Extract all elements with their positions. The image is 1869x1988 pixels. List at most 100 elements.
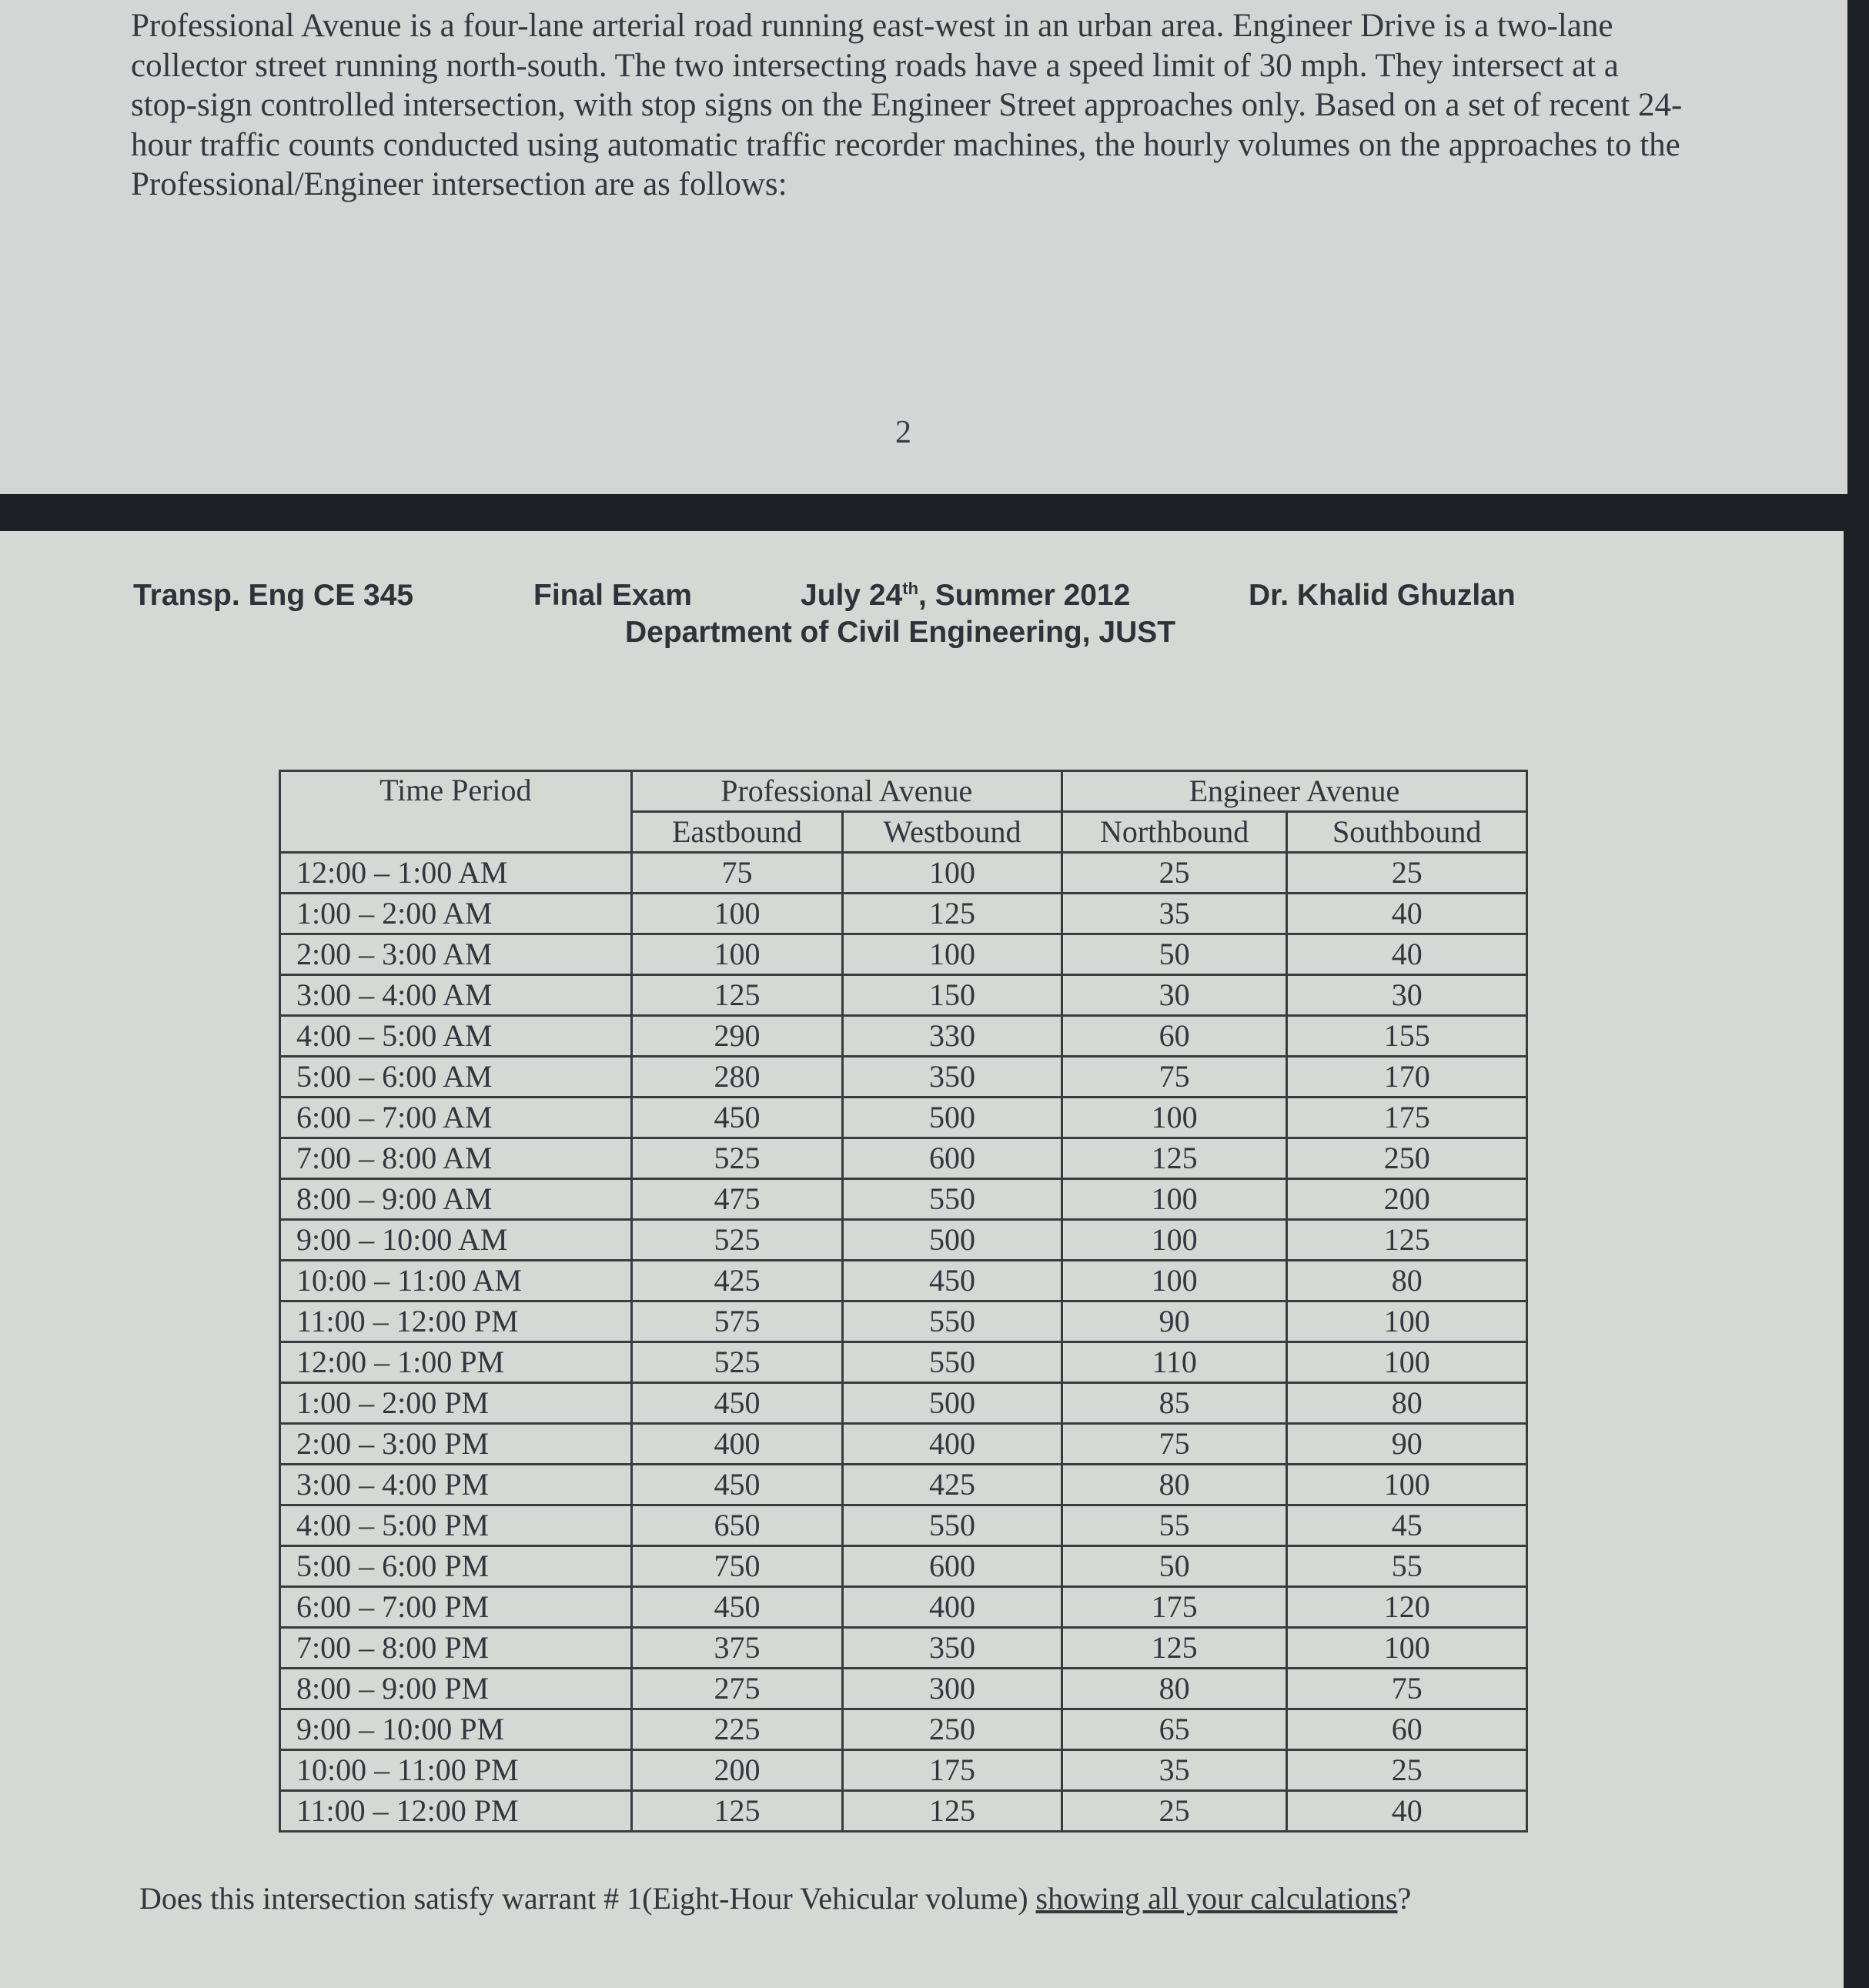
table-row: 2:00 – 3:00 AM 100 100 50 40 <box>279 933 1528 976</box>
professional-avenue-header: Professional Avenue <box>630 770 1063 813</box>
volume-cell: 125 <box>630 1789 844 1833</box>
volume-cell: 525 <box>630 1341 844 1384</box>
time-period-cell: 5:00 – 6:00 AM <box>279 1055 633 1098</box>
volume-cell: 75 <box>1286 1667 1528 1710</box>
question-underlined: showing all your calculations <box>1035 1881 1398 1916</box>
volume-cell: 80 <box>1060 1667 1289 1710</box>
time-period-cell: 6:00 – 7:00 AM <box>279 1096 633 1139</box>
volume-cell: 275 <box>630 1667 844 1710</box>
table-row: 11:00 – 12:00 PM 575 550 90 100 <box>279 1300 1528 1343</box>
traffic-volume-table: Time Period Professional Avenue Engineer… <box>279 770 1529 1833</box>
table-row: 5:00 – 6:00 PM 750 600 50 55 <box>279 1545 1528 1588</box>
volume-cell: 550 <box>841 1300 1063 1343</box>
volume-cell: 110 <box>1060 1341 1289 1384</box>
volume-cell: 650 <box>630 1504 844 1547</box>
volume-cell: 75 <box>630 851 844 894</box>
volume-cell: 280 <box>630 1055 844 1098</box>
time-period-cell: 11:00 – 12:00 PM <box>279 1789 633 1833</box>
volume-cell: 475 <box>630 1178 844 1221</box>
volume-cell: 125 <box>1060 1626 1289 1669</box>
time-period-cell: 9:00 – 10:00 PM <box>279 1708 633 1751</box>
table-row: 11:00 – 12:00 PM 125 125 25 40 <box>279 1789 1528 1833</box>
volume-cell: 100 <box>841 933 1063 976</box>
volume-cell: 500 <box>841 1096 1063 1139</box>
volume-cell: 200 <box>1286 1178 1528 1221</box>
volume-cell: 90 <box>1286 1422 1528 1465</box>
volume-cell: 250 <box>1286 1137 1528 1180</box>
volume-cell: 575 <box>630 1300 844 1343</box>
time-period-cell: 5:00 – 6:00 PM <box>279 1545 633 1588</box>
volume-cell: 330 <box>841 1014 1063 1057</box>
volume-cell: 35 <box>1060 892 1289 935</box>
volume-cell: 40 <box>1286 892 1528 935</box>
date-text: July 24 <box>801 579 903 612</box>
volume-cell: 225 <box>630 1708 844 1751</box>
time-period-cell: 9:00 – 10:00 AM <box>279 1218 633 1261</box>
volume-cell: 600 <box>841 1545 1063 1588</box>
question: Does this intersection satisfy warrant #… <box>139 1880 1411 1916</box>
table-row: 3:00 – 4:00 PM 450 425 80 100 <box>279 1463 1528 1506</box>
volume-cell: 125 <box>841 1789 1063 1833</box>
volume-cell: 85 <box>1060 1382 1289 1425</box>
volume-cell: 400 <box>841 1585 1063 1629</box>
time-period-cell: 6:00 – 7:00 PM <box>279 1585 633 1629</box>
volume-cell: 125 <box>841 892 1063 935</box>
time-period-cell: 10:00 – 11:00 AM <box>279 1259 633 1302</box>
time-period-cell: 3:00 – 4:00 PM <box>279 1463 633 1506</box>
volume-cell: 65 <box>1060 1708 1289 1751</box>
time-period-cell: 8:00 – 9:00 PM <box>279 1667 633 1710</box>
volume-cell: 100 <box>630 933 844 976</box>
time-period-header: Time Period <box>279 770 633 854</box>
table-row: 6:00 – 7:00 AM 450 500 100 175 <box>279 1096 1528 1139</box>
volume-cell: 450 <box>630 1585 844 1629</box>
volume-cell: 450 <box>841 1259 1063 1302</box>
volume-cell: 120 <box>1286 1585 1528 1629</box>
table-row: 1:00 – 2:00 PM 450 500 85 80 <box>279 1382 1528 1425</box>
volume-cell: 60 <box>1060 1014 1289 1057</box>
volume-cell: 40 <box>1286 1789 1528 1833</box>
volume-cell: 30 <box>1060 974 1289 1017</box>
intro-paragraph: Professional Avenue is a four-lane arter… <box>131 8 1683 202</box>
volume-cell: 550 <box>841 1341 1063 1384</box>
volume-cell: 400 <box>841 1422 1063 1465</box>
volume-cell: 500 <box>841 1218 1063 1261</box>
exam-date: July 24th, Summer 2012 <box>801 579 1130 613</box>
volume-cell: 155 <box>1286 1014 1528 1057</box>
date-suffix: , Summer 2012 <box>918 579 1131 612</box>
northbound-header: Northbound <box>1060 810 1289 854</box>
course-title: Transp. Eng CE 345 <box>133 579 414 612</box>
table-row: 10:00 – 11:00 PM 200 175 35 25 <box>279 1749 1528 1792</box>
previous-page: Professional Avenue is a four-lane arter… <box>0 0 1847 494</box>
volume-cell: 40 <box>1286 933 1528 976</box>
volume-cell: 30 <box>1286 974 1528 1017</box>
engineer-avenue-header: Engineer Avenue <box>1060 770 1529 813</box>
volume-cell: 100 <box>1286 1463 1528 1506</box>
volume-cell: 25 <box>1286 851 1528 894</box>
question-end: ? <box>1397 1881 1412 1916</box>
volume-cell: 90 <box>1060 1300 1289 1343</box>
volume-cell: 80 <box>1286 1382 1528 1425</box>
volume-cell: 100 <box>841 851 1063 894</box>
volume-cell: 75 <box>1060 1422 1289 1465</box>
volume-cell: 750 <box>630 1545 844 1588</box>
volume-cell: 25 <box>1060 1789 1289 1833</box>
table-row: 9:00 – 10:00 PM 225 250 65 60 <box>279 1708 1528 1751</box>
volume-cell: 75 <box>1060 1055 1289 1098</box>
time-period-cell: 10:00 – 11:00 PM <box>279 1749 633 1792</box>
volume-cell: 100 <box>630 892 844 935</box>
volume-cell: 175 <box>1286 1096 1528 1139</box>
table-row: 8:00 – 9:00 PM 275 300 80 75 <box>279 1667 1528 1710</box>
time-period-cell: 4:00 – 5:00 PM <box>279 1504 633 1547</box>
volume-cell: 125 <box>1060 1137 1289 1180</box>
volume-cell: 170 <box>1286 1055 1528 1098</box>
page-number: 2 <box>895 415 911 450</box>
volume-cell: 175 <box>841 1749 1063 1792</box>
time-period-cell: 8:00 – 9:00 AM <box>279 1178 633 1221</box>
exam-title: Final Exam <box>533 579 692 612</box>
volume-cell: 55 <box>1286 1545 1528 1588</box>
table-row: 4:00 – 5:00 PM 650 550 55 45 <box>279 1504 1528 1547</box>
volume-cell: 35 <box>1060 1749 1289 1792</box>
table-row: 1:00 – 2:00 AM 100 125 35 40 <box>279 892 1528 935</box>
instructor-name: Dr. Khalid Ghuzlan <box>1249 579 1516 612</box>
table-row: 3:00 – 4:00 AM 125 150 30 30 <box>279 974 1528 1017</box>
